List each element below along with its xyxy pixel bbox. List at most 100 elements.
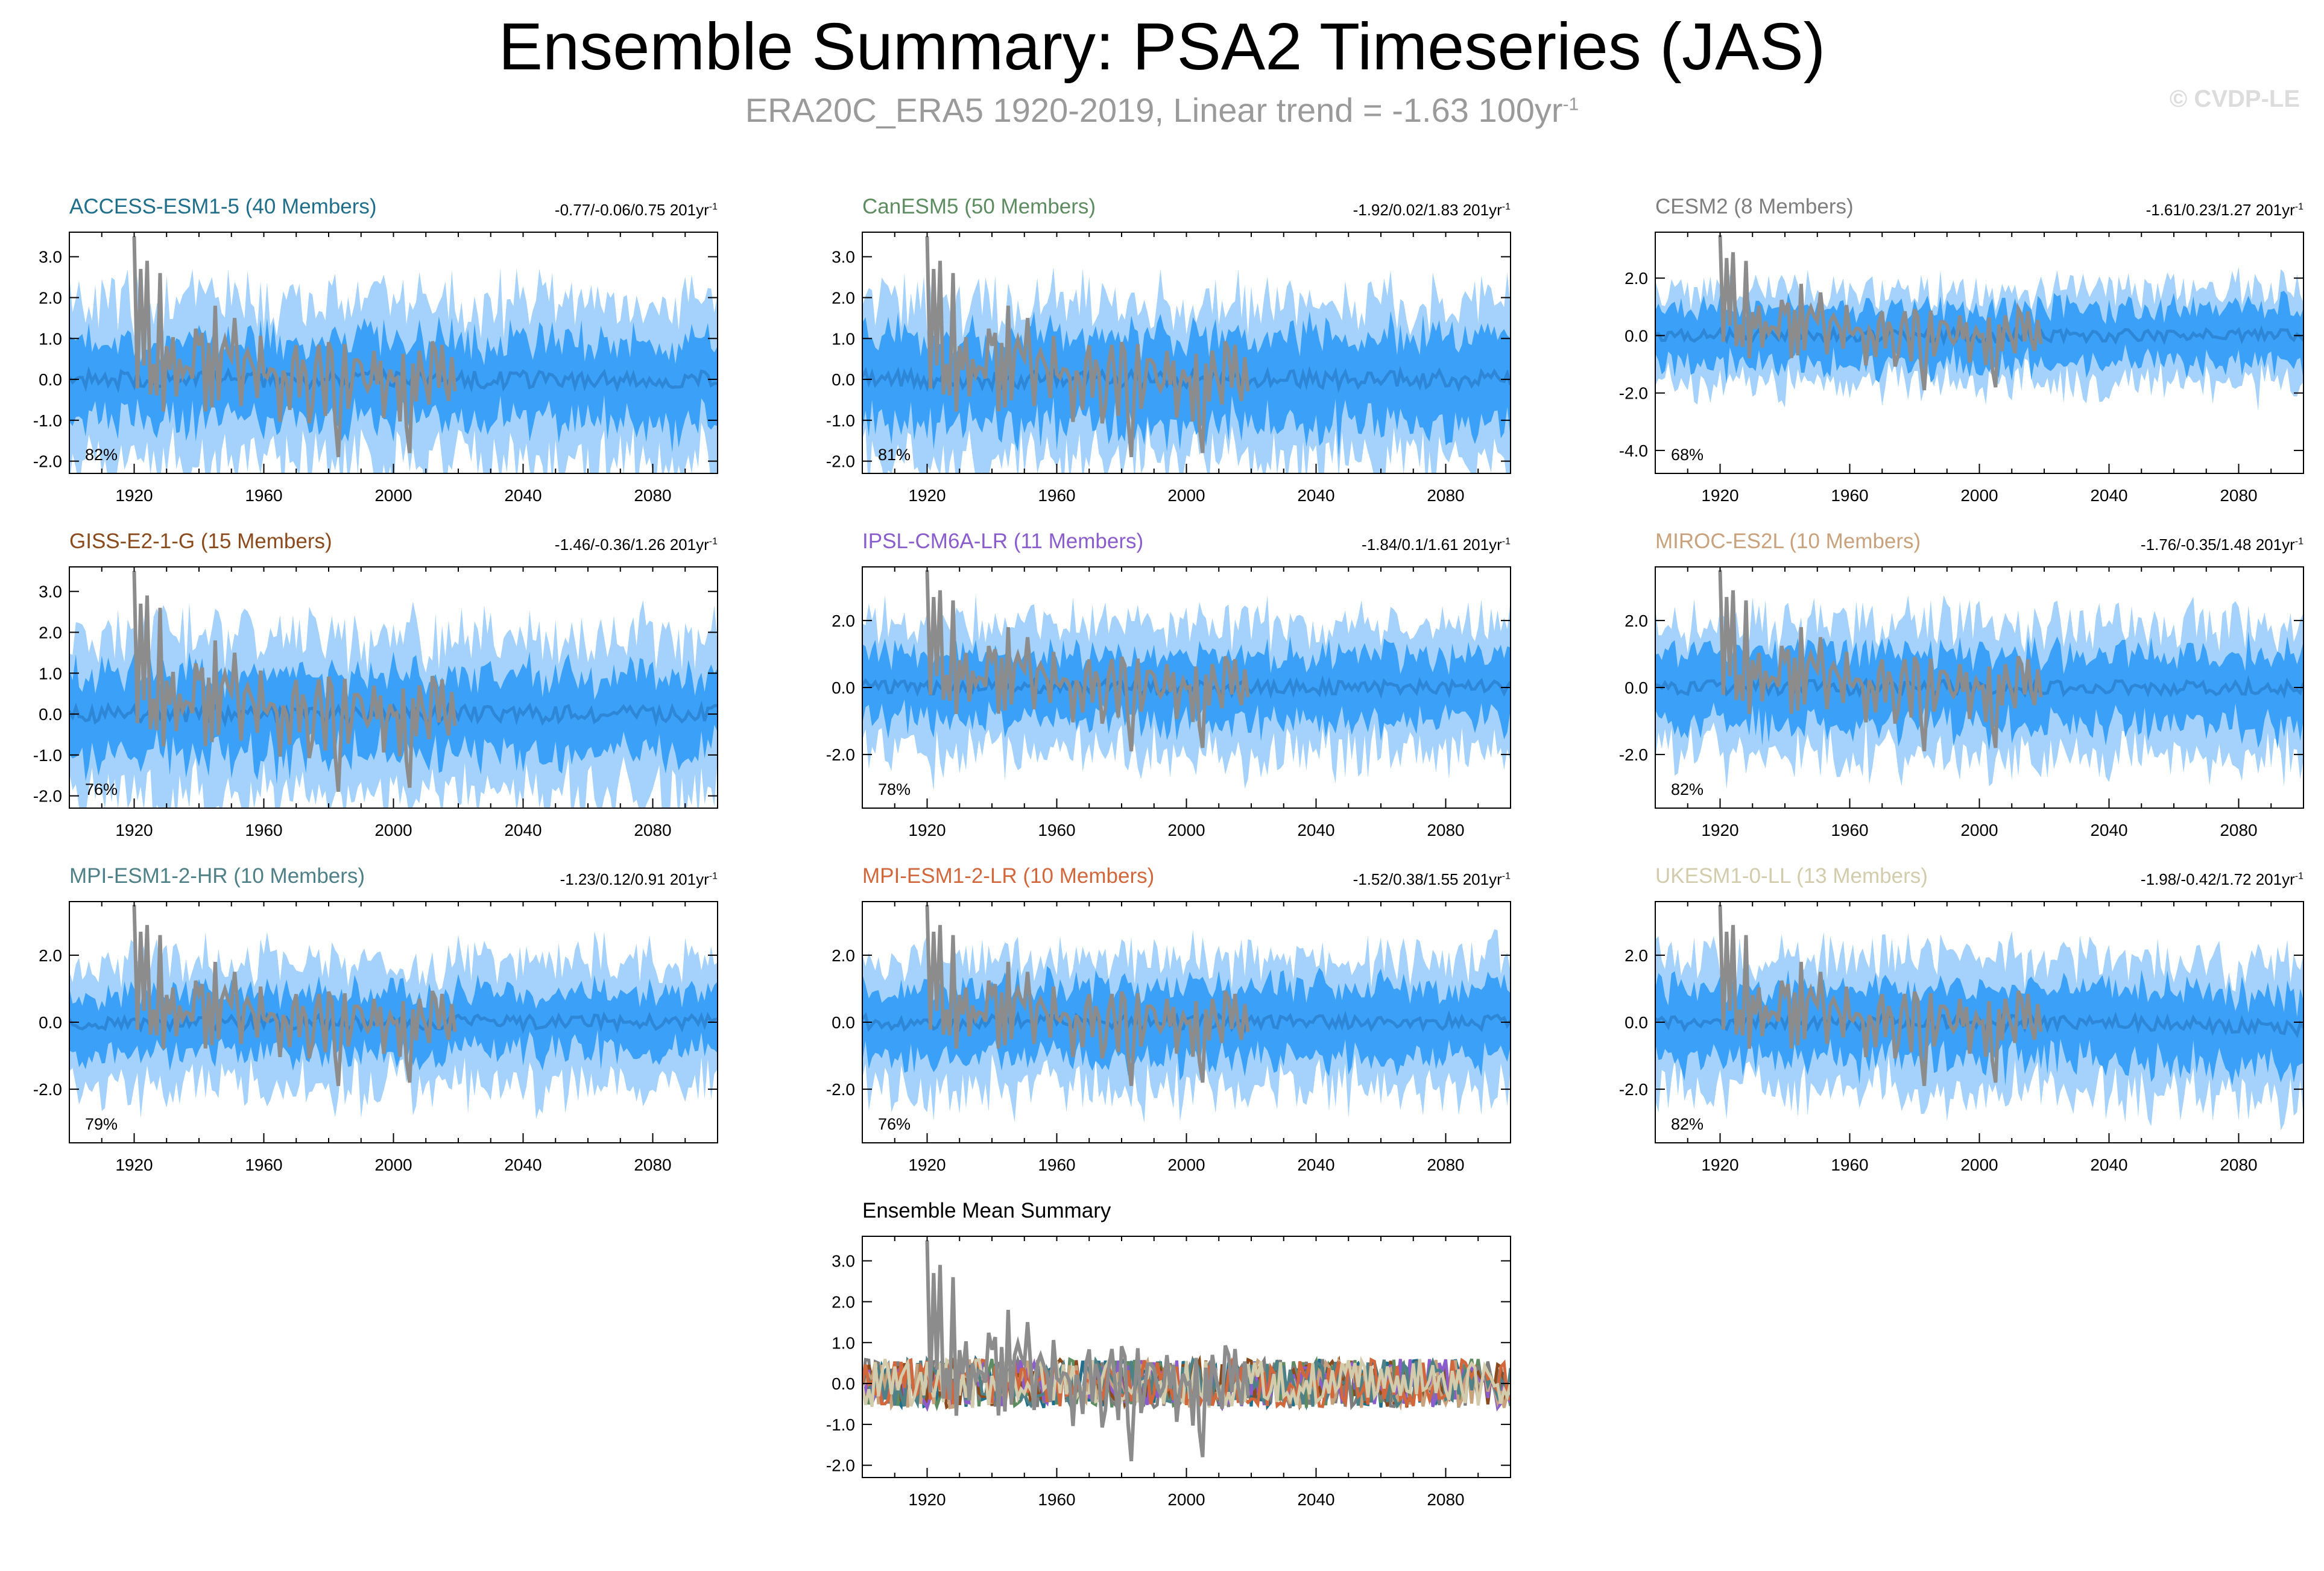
- plot-area: 1920 1960 2000 2040 2080 3.0 2.0 1.0 0.0 -1.0 -2.0…: [826, 232, 1511, 505]
- panel-title: IPSL-CM6A-LR (11 Members): [862, 529, 1144, 553]
- percent-label: 81%: [878, 446, 911, 464]
- panel-stats: -0.77/-0.06/0.75 201yr-1: [555, 201, 718, 220]
- panel-stats-superscript: -1: [2294, 871, 2303, 882]
- panel-stats: -1.92/0.02/1.83 201yr-1: [1353, 201, 1511, 220]
- panel-stats-text: -1.23/0.12/0.91 201yr: [560, 870, 709, 888]
- panel-stats: -1.46/-0.36/1.26 201yr-1: [555, 536, 718, 554]
- inner-range-band: [1655, 970, 2303, 1086]
- panel-stats-text: -1.98/-0.42/1.72 201yr: [2140, 870, 2295, 888]
- observed-series-line: [132, 236, 457, 458]
- x-tick-label: 2040: [1297, 821, 1334, 839]
- panel-title: UKESM1-0-LL (13 Members): [1655, 864, 1928, 888]
- y-tick-label: -1.0: [33, 746, 62, 765]
- y-tick-label: 2.0: [1625, 269, 1648, 288]
- observed-series-line: [132, 905, 457, 1086]
- panel-title: GISS-E2-1-G (15 Members): [69, 529, 332, 553]
- panel-ukesm1-0-ll: UKESM1-0-LL (13 Members) -1.98/-0.42/1.72…: [1619, 853, 2304, 1185]
- panel-cesm2: CESM2 (8 Members) -1.61/0.23/1.27 201yr-1…: [1619, 184, 2304, 516]
- x-tick-label: 2080: [634, 1155, 671, 1174]
- panel-title: MPI-ESM1-2-HR (10 Members): [69, 864, 365, 888]
- panel-giss-e2-1-g: GISS-E2-1-G (15 Members) -1.46/-0.36/1.26…: [33, 519, 718, 850]
- x-tick-label: 1960: [245, 821, 282, 839]
- y-tick-label: -1.0: [33, 411, 62, 430]
- x-tick-label: 1960: [245, 1155, 282, 1174]
- panel-ensemble-mean: Ensemble Mean Summary 1920 1960 2000 2040 208…: [826, 1188, 1511, 1520]
- x-tick-label: 2000: [374, 1155, 412, 1174]
- y-tick-label: -2.0: [33, 452, 62, 471]
- y-tick-label: 2.0: [832, 946, 855, 965]
- y-tick-label: 3.0: [832, 1252, 855, 1271]
- panel-stats-superscript: -1: [1501, 201, 1511, 212]
- panel-stats: -1.84/0.1/1.61 201yr-1: [1362, 536, 1511, 554]
- panel-stats: -1.52/0.38/1.55 201yr-1: [1353, 870, 1511, 889]
- observed-series-line: [1718, 570, 2043, 751]
- x-tick-label: 2000: [1960, 1155, 1998, 1174]
- y-tick-label: 3.0: [39, 583, 62, 601]
- page-title: Ensemble Summary: PSA2 Timeseries (JAS): [498, 10, 1826, 84]
- y-tick-label: 0.0: [832, 370, 855, 389]
- x-tick-label: 2080: [634, 821, 671, 839]
- y-tick-label: 3.0: [832, 248, 855, 267]
- x-tick-label: 1920: [908, 1155, 946, 1174]
- x-tick-label: 1960: [1831, 821, 1868, 839]
- observed-series-line: [925, 570, 1250, 751]
- series-group: [1655, 235, 2303, 411]
- panel-stats-superscript: -1: [2294, 536, 2303, 547]
- plot-area: 1920 1960 2000 2040 2080 2.0 0.0 -2.0 76%: [826, 901, 1511, 1174]
- x-tick-label: 2040: [504, 486, 542, 505]
- y-tick-label: -1.0: [826, 411, 855, 430]
- subtitle-text: ERA20C_ERA5 1920-2019, Linear trend = -1…: [745, 91, 1563, 129]
- y-tick-label: 2.0: [39, 946, 62, 965]
- percent-label: 78%: [878, 780, 911, 798]
- credit-label: © CVDP-LE: [2169, 86, 2300, 112]
- y-tick-label: -2.0: [1619, 745, 1648, 764]
- plot-area: 1920 1960 2000 2040 2080 2.0 0.0 -2.0 -4.0 68%: [1619, 232, 2304, 505]
- panel-stats-text: -0.77/-0.06/0.75 201yr: [554, 201, 709, 219]
- plot-area: 1920 1960 2000 2040 2080 3.0 2.0 1.0 0.0 -1.0 -2.0…: [33, 566, 718, 839]
- x-tick-label: 1960: [1831, 1155, 1868, 1174]
- x-tick-label: 2040: [1297, 1490, 1334, 1509]
- y-tick-label: 0.0: [832, 1013, 855, 1032]
- panel-title: MPI-ESM1-2-LR (10 Members): [862, 864, 1155, 888]
- panel-miroc-es2l: MIROC-ES2L (10 Members) -1.76/-0.35/1.48 …: [1619, 519, 2304, 850]
- plot-area: 1920 1960 2000 2040 2080 2.0 0.0 -2.0 78%: [826, 566, 1511, 839]
- x-tick-label: 1920: [908, 486, 946, 505]
- panel-stats: -1.76/-0.35/1.48 201yr-1: [2141, 536, 2303, 554]
- subtitle-superscript: -1: [1562, 94, 1579, 115]
- panel-access-esm1-5: ACCESS-ESM1-5 (40 Members) -0.77/-0.06/0.…: [33, 184, 718, 516]
- y-tick-label: -2.0: [826, 1456, 855, 1475]
- panel-mpi-esm1-2-lr: MPI-ESM1-2-LR (10 Members) -1.52/0.38/1.5…: [826, 853, 1511, 1185]
- plot-area: 1920 1960 2000 2040 2080 2.0 0.0 -2.0 82%: [1619, 566, 2304, 839]
- percent-label: 79%: [85, 1115, 118, 1133]
- series-group: [862, 1240, 1511, 1462]
- panel-title: ACCESS-ESM1-5 (40 Members): [69, 195, 377, 218]
- y-tick-label: 0.0: [1625, 678, 1648, 697]
- panel-title: MIROC-ES2L (10 Members): [1655, 529, 1921, 553]
- x-tick-label: 2000: [1167, 486, 1205, 505]
- y-tick-label: -2.0: [33, 787, 62, 806]
- x-tick-label: 2000: [1167, 1490, 1205, 1509]
- x-tick-label: 2040: [2090, 821, 2127, 839]
- y-tick-label: 0.0: [39, 1013, 62, 1032]
- x-tick-label: 1920: [908, 821, 946, 839]
- x-tick-label: 1920: [1701, 1155, 1738, 1174]
- panel-stats-superscript: -1: [709, 871, 718, 882]
- y-tick-label: -1.0: [826, 1415, 855, 1434]
- series-group: [862, 236, 1511, 473]
- series-group: [862, 570, 1511, 791]
- x-tick-label: 2040: [2090, 486, 2127, 505]
- y-tick-label: -2.0: [826, 1080, 855, 1099]
- x-tick-label: 2080: [1427, 1155, 1464, 1174]
- x-tick-label: 1920: [908, 1490, 946, 1509]
- y-tick-label: 2.0: [832, 612, 855, 630]
- x-tick-label: 1960: [245, 486, 282, 505]
- series-group: [69, 236, 718, 473]
- y-tick-label: 2.0: [39, 623, 62, 642]
- y-tick-label: 2.0: [832, 1292, 855, 1311]
- y-tick-label: 0.0: [39, 370, 62, 389]
- y-tick-label: 2.0: [39, 288, 62, 307]
- x-tick-label: 1960: [1831, 486, 1868, 505]
- panel-stats-text: -1.92/0.02/1.83 201yr: [1353, 201, 1502, 219]
- y-tick-label: 0.0: [832, 1374, 855, 1393]
- observed-series-line: [1718, 235, 2043, 391]
